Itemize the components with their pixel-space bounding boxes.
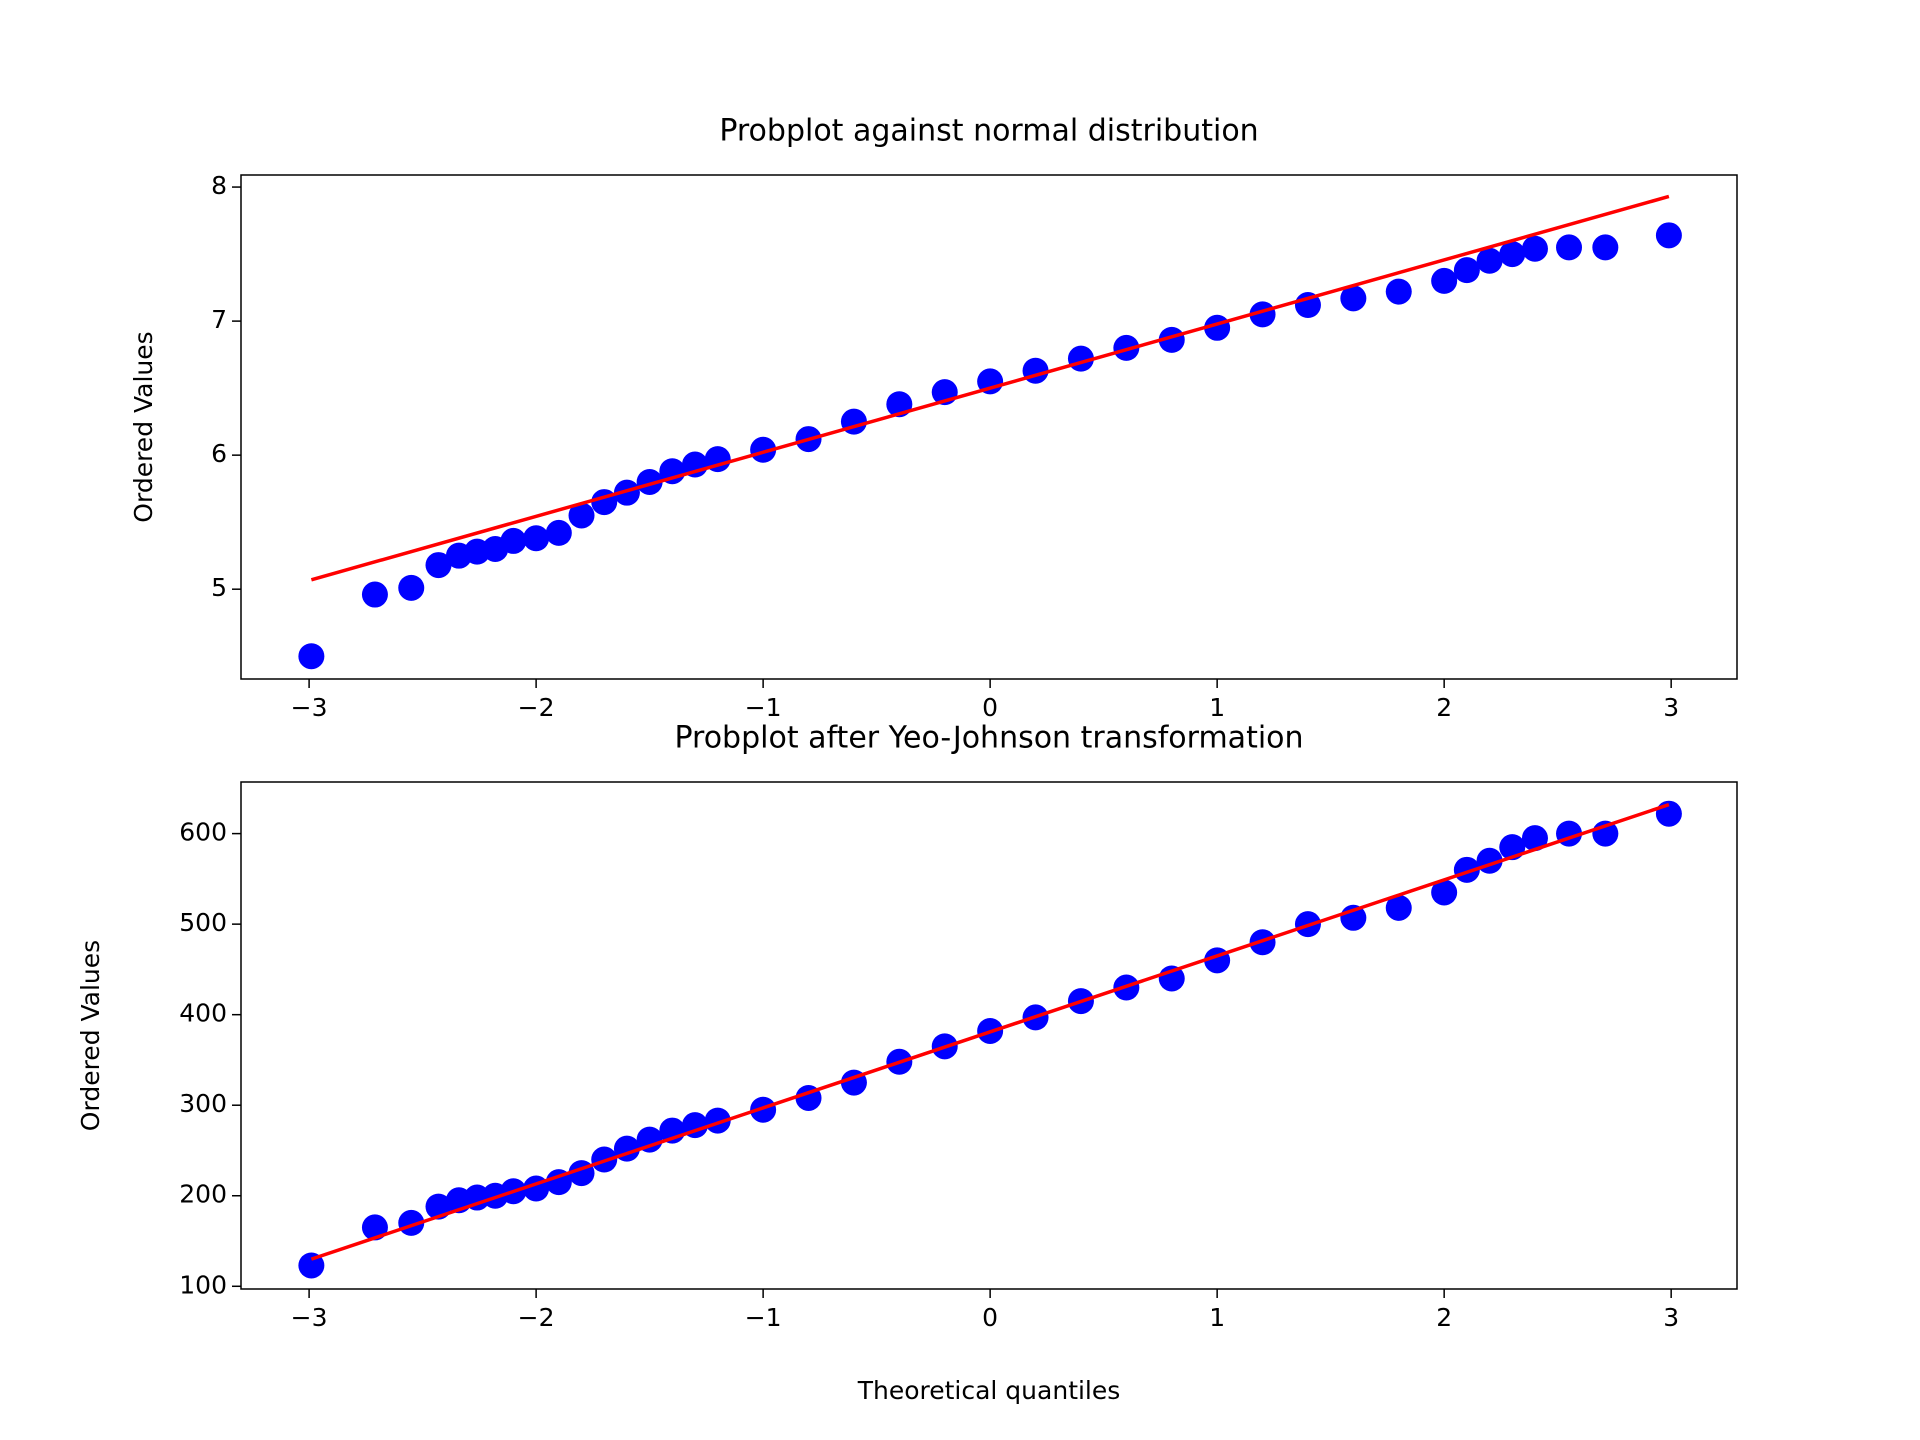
x-tick-label: 0 — [982, 693, 998, 722]
point — [398, 574, 425, 601]
point — [1385, 894, 1412, 921]
point — [1521, 825, 1548, 852]
point — [1655, 222, 1682, 249]
chart-title: Probplot after Yeo-Johnson transformatio… — [674, 721, 1303, 756]
y-tick-label: 5 — [211, 573, 227, 602]
point — [568, 502, 595, 529]
x-tick-label: 0 — [982, 1303, 998, 1332]
y-tick-label: 6 — [211, 439, 227, 468]
point — [1431, 879, 1458, 906]
y-tick-label: 8 — [211, 171, 227, 200]
x-tick-label: 2 — [1436, 693, 1452, 722]
x-tick-label: 1 — [1209, 1303, 1225, 1332]
y-tick-label: 600 — [179, 818, 227, 847]
point — [1453, 257, 1480, 284]
x-tick-label: 2 — [1436, 1303, 1452, 1332]
y-tick-label: 300 — [179, 1089, 227, 1118]
fit-line — [310, 802, 1670, 1261]
point — [1385, 278, 1412, 305]
point — [1022, 357, 1049, 384]
point — [1431, 267, 1458, 294]
point — [750, 436, 777, 463]
point — [1476, 247, 1503, 274]
point — [500, 527, 527, 554]
x-tick-label: −3 — [291, 693, 328, 722]
axes-frame — [240, 781, 1738, 1290]
point — [1499, 241, 1526, 268]
x-tick-label: −3 — [291, 1303, 328, 1332]
x-tick-label: 1 — [1209, 693, 1225, 722]
fit-line — [310, 194, 1670, 582]
y-tick-label: 7 — [211, 305, 227, 334]
point — [1592, 234, 1619, 261]
x-tick-label: 3 — [1663, 693, 1679, 722]
x-tick-label: −1 — [745, 1303, 782, 1332]
point — [361, 581, 388, 608]
point — [298, 643, 325, 670]
x-tick-label: −2 — [518, 1303, 555, 1332]
chart-title: Probplot against normal distribution — [719, 114, 1258, 149]
point — [1453, 856, 1480, 883]
point — [1340, 285, 1367, 312]
point — [425, 552, 452, 579]
point — [523, 525, 550, 552]
point — [750, 1096, 777, 1123]
y-tick-label: 500 — [179, 908, 227, 937]
point — [1556, 234, 1583, 261]
point — [545, 519, 572, 546]
x-tick-label: −2 — [518, 693, 555, 722]
axes-frame — [240, 174, 1738, 680]
x-axis-label: Theoretical quantiles — [857, 1376, 1121, 1405]
y-axis-label: Ordered Values — [76, 940, 105, 1131]
point — [613, 479, 640, 506]
point — [636, 1126, 663, 1153]
point — [704, 1107, 731, 1134]
y-tick-label: 400 — [179, 999, 227, 1028]
point — [298, 1252, 325, 1279]
point — [1521, 235, 1548, 262]
x-tick-label: −1 — [745, 693, 782, 722]
y-tick-label: 100 — [179, 1270, 227, 1299]
y-tick-label: 200 — [179, 1180, 227, 1209]
point — [636, 468, 663, 495]
y-axis-label: Ordered Values — [129, 331, 158, 522]
point — [1655, 800, 1682, 827]
x-tick-label: 3 — [1663, 1303, 1679, 1332]
